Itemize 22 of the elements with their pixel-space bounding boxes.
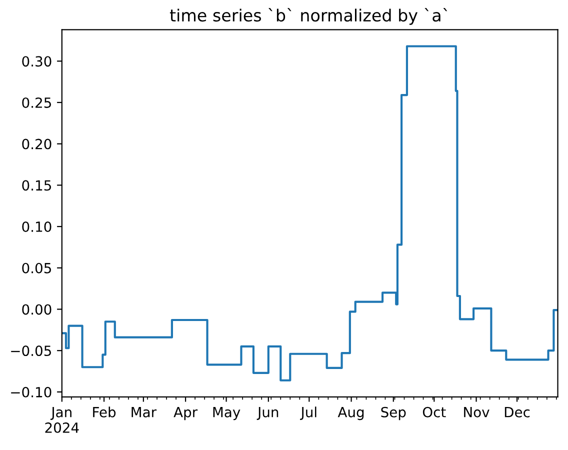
x-tick-label: Dec [504,407,530,418]
y-tick-label: 0.10 [22,222,52,232]
chart-title: time series `b` normalized by `a` [170,8,448,25]
y-tick-label: 0.25 [22,97,51,108]
x-tick-label: Apr [174,407,198,420]
y-tick-label: 0.30 [22,56,52,67]
x-tick-label: Jan 2024 [45,407,79,433]
y-tick-label: 0.20 [22,138,52,150]
y-tick-label: −0.05 [11,346,51,356]
x-tick-label: Sep [381,406,406,420]
x-tick-label: Feb [93,406,116,418]
x-tick-label: Jul [300,406,316,420]
x-tick-label: Mar [132,407,157,418]
x-tick-label: Aug [338,407,364,420]
y-tick-label: 0.05 [22,262,51,274]
x-tick-label: Jun [256,407,278,420]
x-tick-label: Oct [422,406,446,418]
y-tick-label: 0.00 [22,304,52,315]
x-tick-label: Nov [464,407,490,418]
x-tick-label: May [213,407,240,420]
y-tick-label: −0.10 [11,386,52,398]
y-tick-label: 0.15 [22,180,51,191]
